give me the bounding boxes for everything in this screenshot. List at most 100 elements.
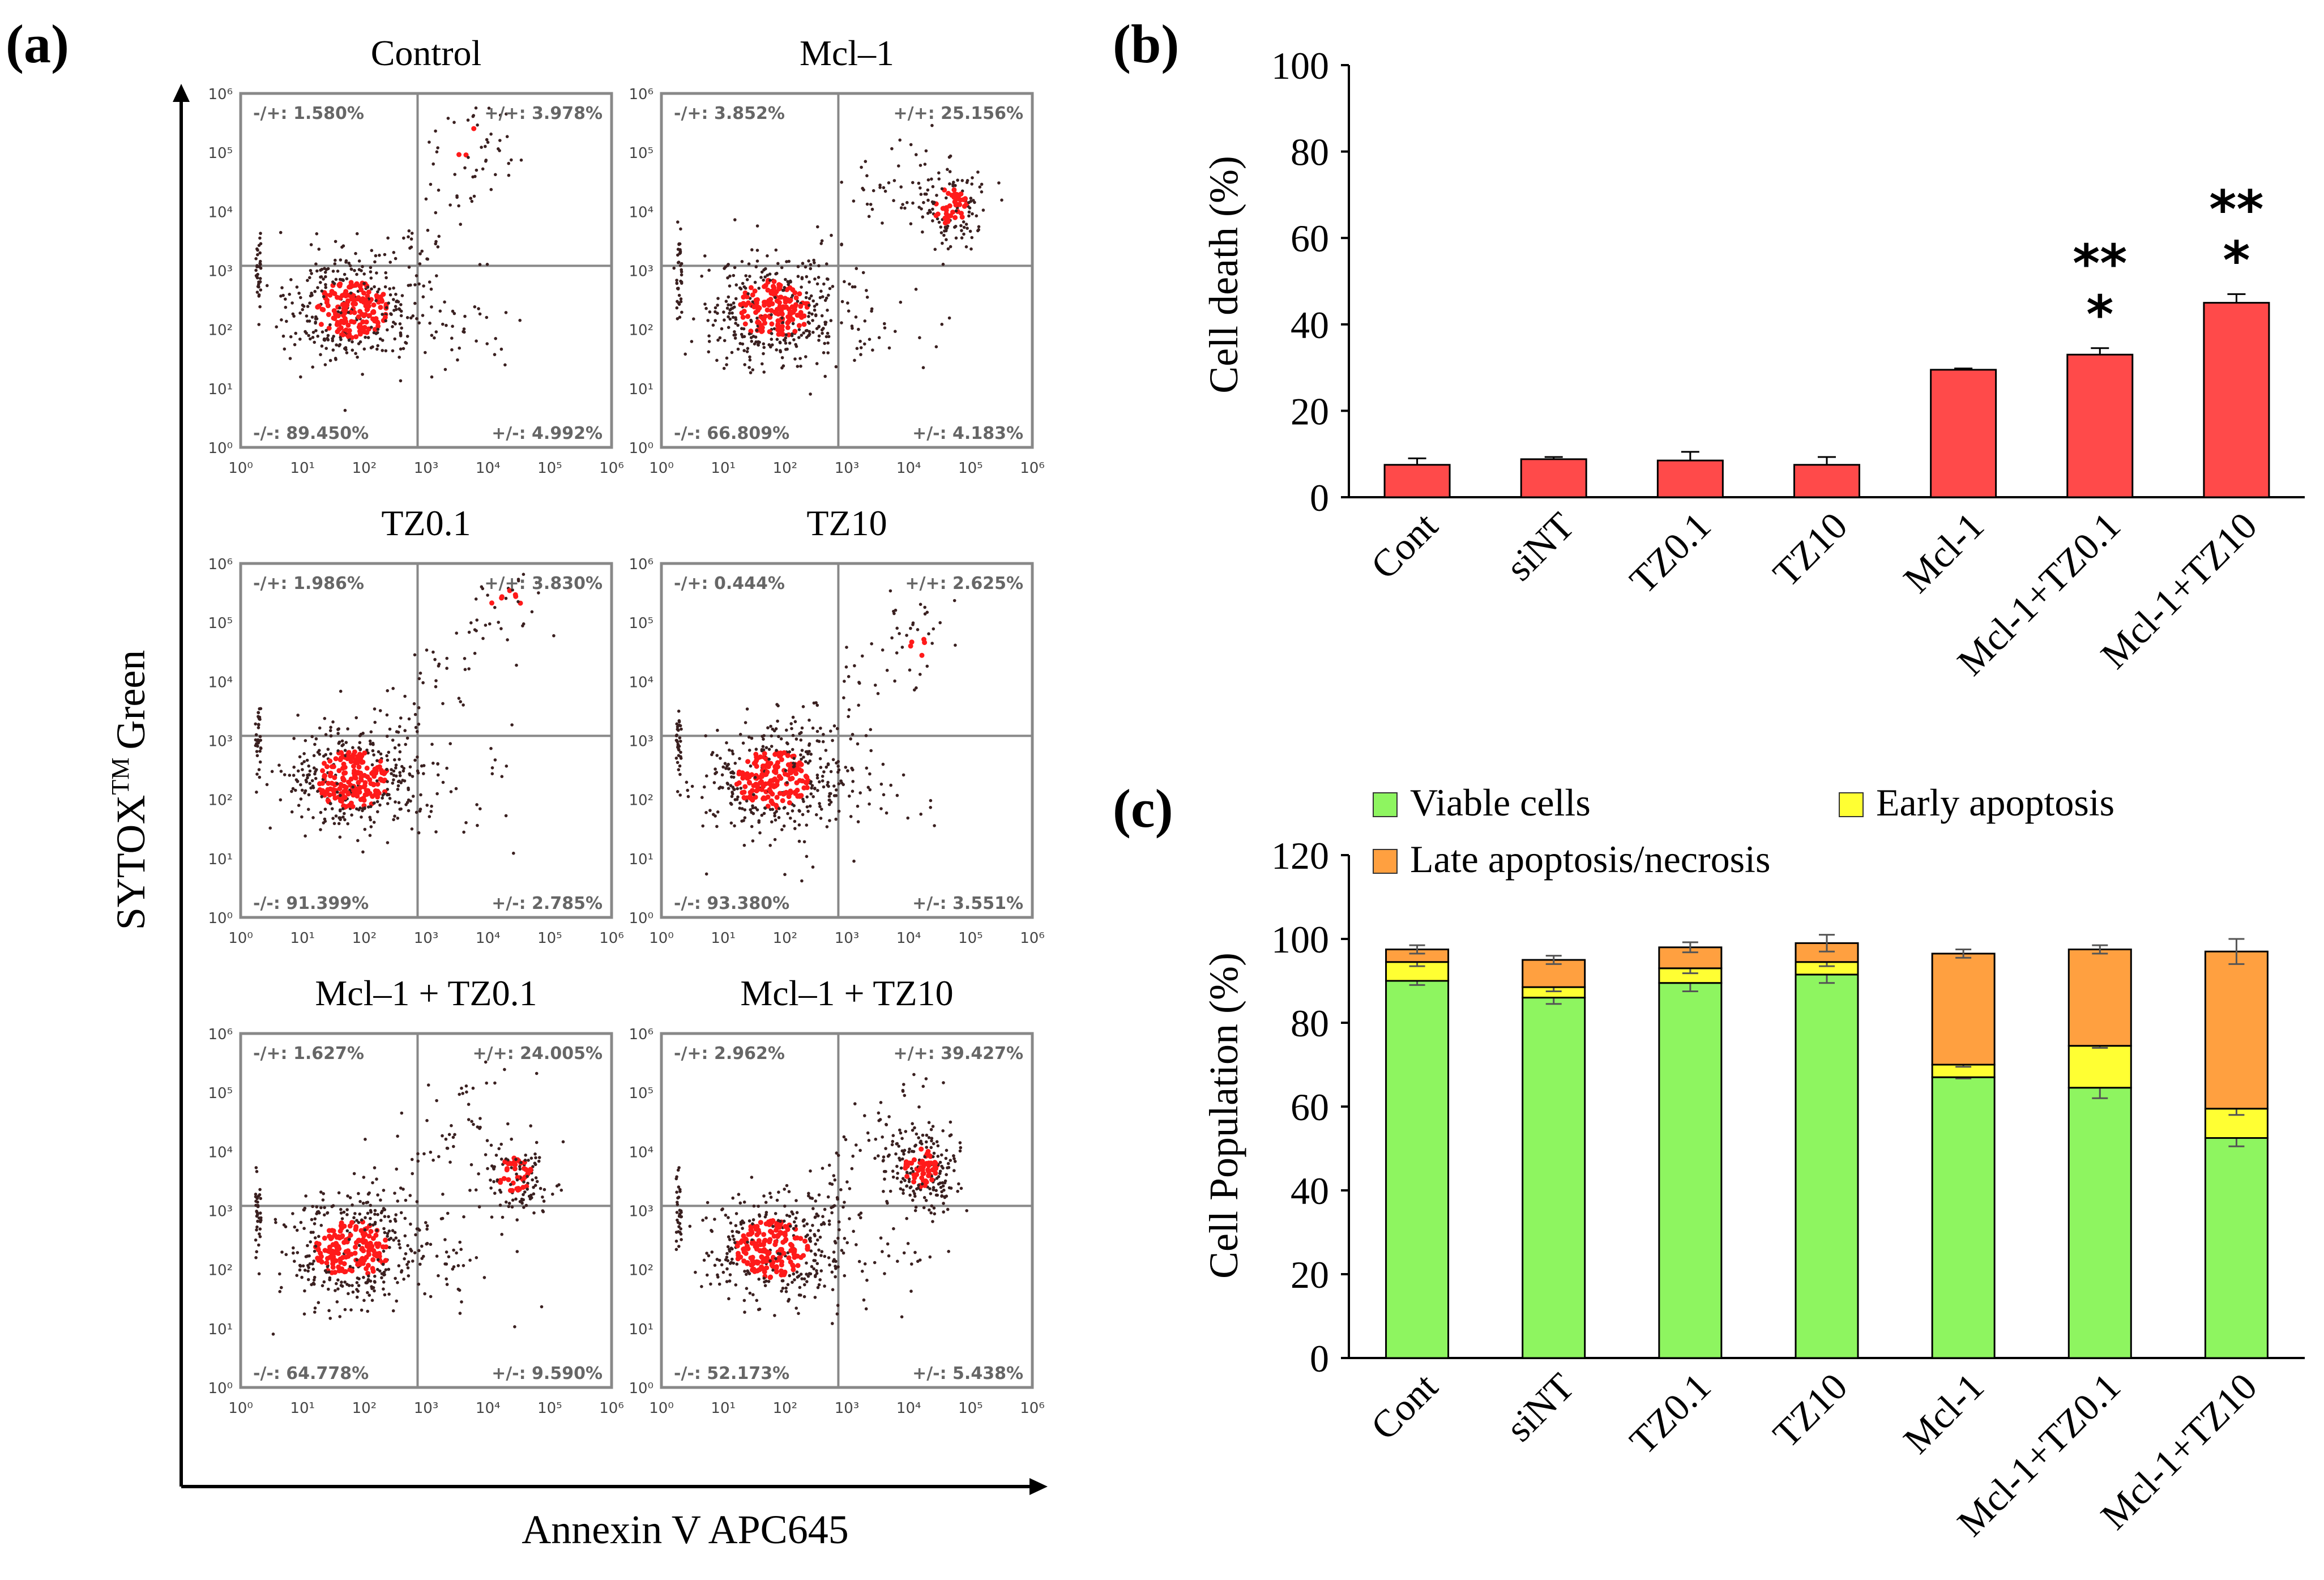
scatter-dot	[748, 275, 751, 278]
bar-segment-TZ0.1-1	[1658, 982, 1723, 1359]
scatter-dot	[748, 285, 754, 291]
scatter-dot	[762, 737, 765, 741]
legend-label-early: Early apoptosis	[1876, 781, 2114, 824]
scatter-dot	[743, 1310, 746, 1314]
scatter-dot	[710, 1228, 713, 1232]
scatter-dot	[817, 1214, 820, 1218]
scatter-dot	[507, 1202, 511, 1205]
scatter-dot	[945, 196, 948, 200]
scatter-dot	[396, 817, 400, 820]
scatter-dot	[386, 802, 390, 805]
scatter-dot	[818, 805, 822, 808]
scatter-dot	[357, 342, 361, 345]
scatter-dot	[818, 780, 821, 784]
scatter-dot	[807, 1194, 810, 1198]
scatter-dot	[334, 277, 338, 281]
scatter-dot	[303, 1289, 306, 1293]
scatter-dot	[314, 321, 317, 324]
scatter-dot	[485, 263, 489, 266]
scatter-dot	[778, 341, 782, 345]
scatter-dot	[458, 1312, 462, 1315]
scatter-dot	[888, 589, 892, 593]
scatter-dot	[268, 826, 272, 830]
scatter-dot	[817, 339, 821, 342]
scatter-dot	[340, 1217, 344, 1220]
scatter-dot	[895, 651, 899, 655]
scatter-dot	[337, 786, 343, 792]
scatter-dot	[345, 298, 351, 304]
scatter-dot	[890, 147, 894, 151]
scatter-dot	[379, 1219, 383, 1222]
scatter-dot	[809, 1236, 812, 1240]
scatter-dot	[356, 314, 361, 319]
scatter-dot	[743, 1270, 746, 1273]
scatter-dot	[475, 1256, 479, 1259]
scatter-dot	[754, 788, 759, 793]
scatter-dot	[319, 1259, 324, 1265]
scatter-dot	[817, 324, 821, 328]
scatter-dot	[360, 269, 363, 272]
scatter-dot	[767, 787, 772, 792]
scatter-dot	[786, 332, 792, 338]
scatter-dot	[951, 187, 957, 193]
scatter-dot	[908, 1147, 911, 1151]
scatter-dot	[929, 1146, 933, 1150]
scatter-dot	[354, 352, 357, 355]
scatter-dot	[806, 752, 810, 755]
scatter-dot	[738, 1240, 744, 1245]
scatter-dot	[453, 1133, 456, 1137]
scatter-dot	[316, 334, 319, 338]
scatter-dot	[515, 1218, 519, 1222]
scatter-dot	[923, 605, 926, 609]
scatter-dot	[408, 773, 412, 777]
scatter-dot	[808, 322, 811, 325]
scatter-dot	[527, 1194, 531, 1198]
scatter-dot	[351, 792, 356, 797]
scatter-dot	[429, 1150, 433, 1154]
scatter-dot	[376, 1212, 379, 1216]
scatter-dot	[831, 1322, 834, 1325]
scatter-dot	[341, 301, 347, 307]
scatter-dot	[314, 737, 318, 741]
scatter-dot	[934, 1189, 938, 1192]
scatter-dot	[288, 292, 291, 296]
scatter-dot	[855, 267, 858, 271]
scatter-dot	[383, 1258, 388, 1263]
scatter-dot	[507, 1205, 511, 1209]
scatter-dot	[320, 289, 324, 293]
scatter-dot	[780, 323, 785, 329]
scatter-dot	[958, 1149, 962, 1153]
scatter-dot	[799, 364, 802, 368]
scatter-dot	[901, 1177, 905, 1180]
scatter-dot	[493, 605, 497, 609]
scatter-dot	[388, 261, 392, 264]
scatter-dot	[754, 763, 759, 769]
scatter-dot	[334, 240, 338, 244]
scatter-dot	[413, 301, 417, 305]
scatter-dot	[868, 338, 872, 341]
scatter-dot	[694, 1270, 697, 1274]
quadrant-label-upper-right: +/+: 3.830%	[484, 574, 603, 593]
scatter-dot	[406, 1244, 409, 1248]
legend-swatch-late	[1373, 849, 1398, 874]
scatter-dot	[707, 334, 711, 338]
scatter-dot	[351, 1290, 355, 1294]
scatter-dot	[382, 1273, 386, 1277]
scatter-dot	[929, 1192, 933, 1195]
scatter-dot	[885, 1122, 888, 1126]
scatter-dot	[375, 1177, 378, 1181]
scatter-dot	[677, 302, 681, 306]
bar-siNT	[1520, 458, 1587, 498]
scatter-dot	[306, 1278, 310, 1282]
scatter-dot	[826, 331, 830, 335]
scatter-dot	[729, 303, 733, 307]
x-tick-label: 10⁶	[1020, 460, 1045, 477]
scatter-dot	[823, 1207, 827, 1211]
scatter-dot	[355, 1295, 359, 1299]
scatter-dot	[884, 1147, 887, 1150]
scatter-dot	[309, 337, 312, 341]
scatter-dot	[279, 294, 283, 298]
x-tick-label: 10⁵	[537, 1400, 562, 1417]
scatter-dot	[792, 1227, 796, 1231]
scatter-dot	[405, 316, 409, 319]
